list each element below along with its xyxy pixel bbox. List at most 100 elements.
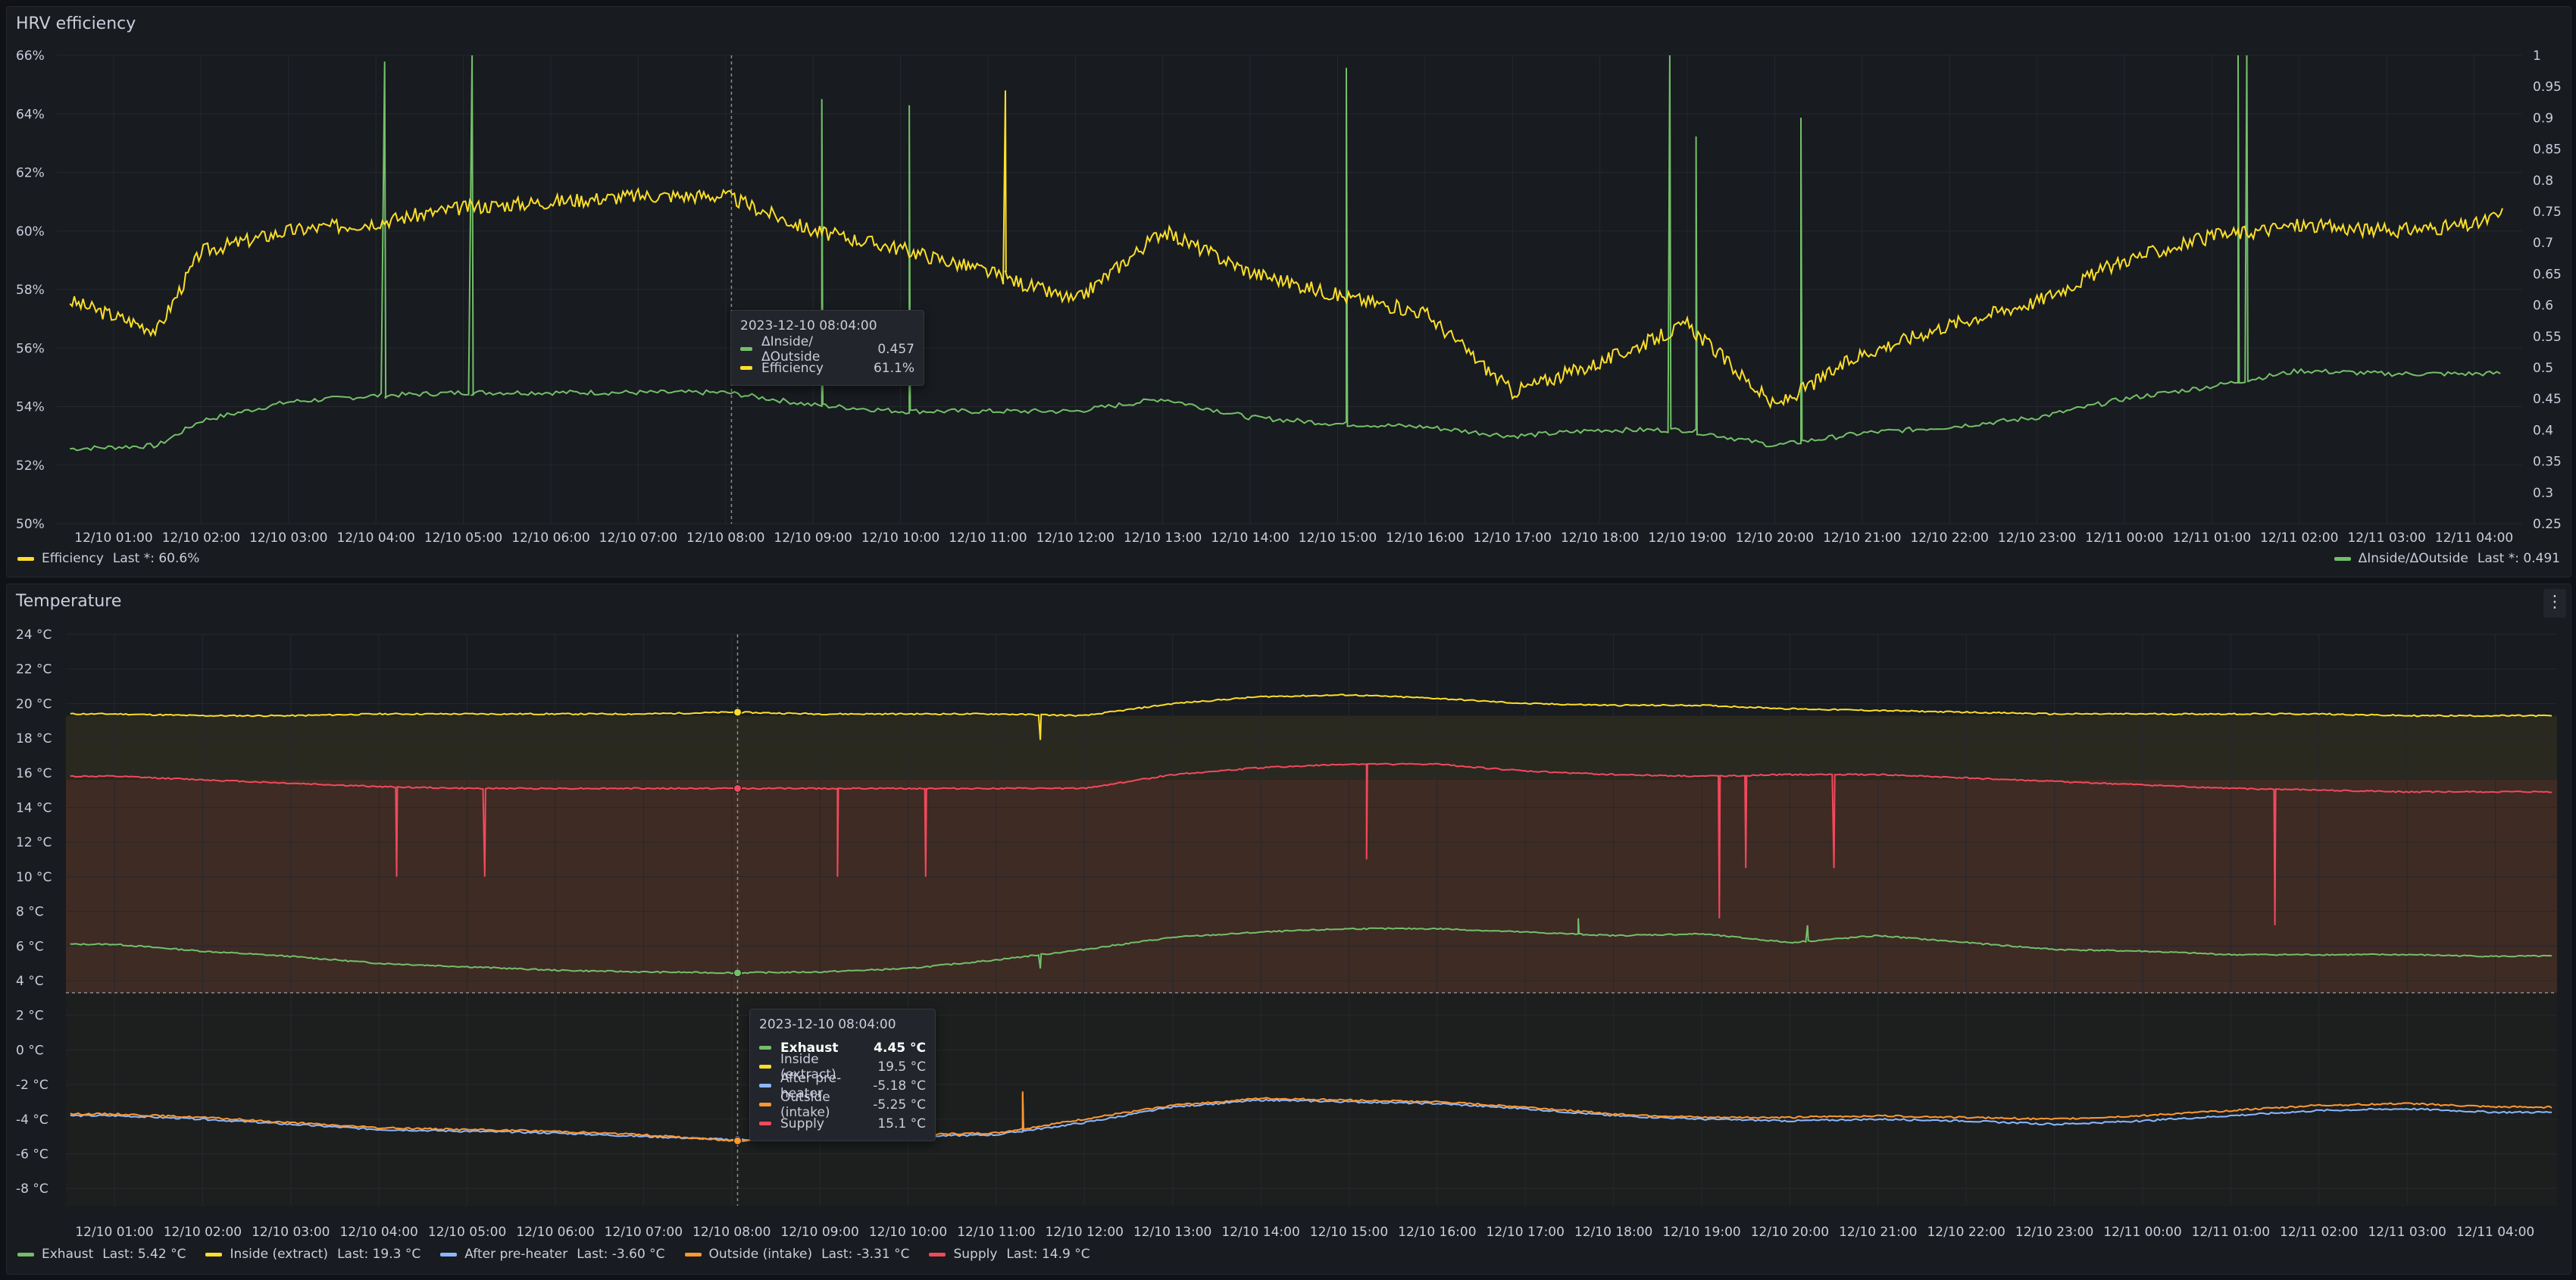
x-tick-label: 12/10 19:00 xyxy=(1662,1225,1740,1240)
x-tick-label: 12/10 13:00 xyxy=(1133,1225,1211,1240)
legend-last-value: Last *: 0.491 xyxy=(2477,551,2560,566)
x-tick-label: 12/10 18:00 xyxy=(1574,1225,1652,1240)
legend-swatch xyxy=(205,1252,223,1257)
tooltip-swatch xyxy=(759,1084,771,1088)
y2-tick-label: 0.5 xyxy=(2533,361,2553,376)
y-tick-label: 2 °C xyxy=(16,1009,44,1024)
legend-name: Inside (extract) xyxy=(230,1247,329,1262)
y2-tick-label: 0.45 xyxy=(2533,392,2562,407)
y2-tick-label: 0.85 xyxy=(2533,142,2562,158)
tooltip: 2023-12-10 08:04:00 Exhaust 4.45 °C Insi… xyxy=(749,1009,936,1141)
hover-point xyxy=(733,969,742,978)
series-line-preheater xyxy=(70,1093,2552,1141)
x-tick-label: 12/10 13:00 xyxy=(1124,530,1202,546)
tooltip-row: Supply 15.1 °C xyxy=(759,1114,926,1133)
x-tick-label: 12/10 06:00 xyxy=(516,1225,594,1240)
tooltip-series-name: After pre-heater xyxy=(780,1070,842,1101)
temperature-chart[interactable]: -8 °C -6 °C -4 °C -2 °C 0 °C 2 °C 4 °C 6 °C 8 °C… xyxy=(7,584,2571,1274)
legend-name: Efficiency xyxy=(42,551,104,566)
y-tick-label: 12 °C xyxy=(16,835,52,850)
y-tick-label: 4 °C xyxy=(16,974,44,989)
y-tick-label: -6 °C xyxy=(16,1147,48,1162)
x-tick-label: 12/10 21:00 xyxy=(1839,1225,1917,1240)
hover-point xyxy=(733,708,742,717)
x-tick-label: 12/10 15:00 xyxy=(1299,530,1377,546)
x-tick-label: 12/11 02:00 xyxy=(2260,530,2338,546)
hrv-efficiency-chart[interactable]: 50% 52% 54% 56% 58% 60% 62% 64% 66% 0.25 0.3 0.35 0.… xyxy=(7,7,2571,577)
tooltip-series-name: Inside (extract) xyxy=(780,1051,836,1082)
x-tick-label: 12/10 16:00 xyxy=(1386,530,1464,546)
tooltip: 2023-12-10 08:04:00 ΔInside/ΔOutside 0.4… xyxy=(730,310,924,386)
legend-item-outside[interactable]: Outside (intake) Last: -3.31 °C xyxy=(684,1247,909,1262)
hover-point xyxy=(733,784,742,793)
y2-tick-label: 1 xyxy=(2533,49,2541,64)
x-tick-label: 12/10 08:00 xyxy=(692,1225,771,1240)
x-tick-label: 12/11 03:00 xyxy=(2347,530,2425,546)
x-tick-label: 12/10 04:00 xyxy=(336,530,414,546)
x-tick-label: 12/11 04:00 xyxy=(2435,530,2513,546)
series-line-supply xyxy=(70,762,2553,925)
x-tick-label: 12/10 18:00 xyxy=(1561,530,1639,546)
legend-last-value: Last: -3.60 °C xyxy=(577,1247,665,1262)
x-tick-label: 12/10 11:00 xyxy=(957,1225,1035,1240)
y2-tick-label: 0.8 xyxy=(2533,174,2553,189)
tooltip-row: After pre-heater -5.18 °C xyxy=(759,1071,926,1101)
tooltip-row: Exhaust 4.45 °C xyxy=(759,1038,926,1057)
legend-item-inside[interactable]: Inside (extract) Last: 19.3 °C xyxy=(205,1247,420,1262)
threshold-band-upper xyxy=(66,715,2557,993)
legend-swatch xyxy=(2334,556,2351,561)
y-tick-label: 58% xyxy=(16,283,45,298)
hover-point xyxy=(733,1136,742,1145)
y-tick-label: 24 °C xyxy=(16,627,52,643)
legend-item-delta[interactable]: ΔInside/ΔOutside Last *: 0.491 xyxy=(2334,551,2560,566)
y-tick-label: 62% xyxy=(16,166,45,181)
y-tick-label: 54% xyxy=(16,400,45,415)
legend-left[interactable]: Efficiency Last *: 60.6% xyxy=(17,549,219,568)
x-tick-label: 12/10 03:00 xyxy=(249,530,327,546)
kebab-menu-icon[interactable]: ⋮ xyxy=(2543,589,2566,618)
y-tick-label: -8 °C xyxy=(16,1181,48,1197)
y-tick-label: 52% xyxy=(16,458,45,474)
temperature-legend[interactable]: Exhaust Last: 5.42 °C Inside (extract) L… xyxy=(17,1245,1110,1263)
hrv-efficiency-panel: HRV efficiency 50% 52% 54% 56% 58% 60% 62% 64% 6… xyxy=(6,6,2571,577)
y-tick-label: 18 °C xyxy=(16,731,52,746)
legend-name: Supply xyxy=(953,1247,998,1262)
legend-item-supply[interactable]: Supply Last: 14.9 °C xyxy=(929,1247,1090,1262)
y-tick-label: 64% xyxy=(16,107,45,122)
x-tick-label: 12/10 02:00 xyxy=(162,530,240,546)
legend-right[interactable]: ΔInside/ΔOutside Last *: 0.491 xyxy=(2334,549,2576,568)
legend-item-exhaust[interactable]: Exhaust Last: 5.42 °C xyxy=(17,1247,186,1262)
x-tick-label: 12/10 05:00 xyxy=(424,530,502,546)
panel-title: Temperature xyxy=(16,592,122,611)
series-line-delta xyxy=(70,55,2501,452)
x-tick-label: 12/10 19:00 xyxy=(1648,530,1726,546)
legend-last-value: Last: 5.42 °C xyxy=(102,1247,186,1262)
series-line-outside xyxy=(70,1091,2553,1142)
y2-tick-label: 0.4 xyxy=(2533,423,2553,438)
x-tick-label: 12/10 17:00 xyxy=(1474,530,1552,546)
tooltip-time: 2023-12-10 08:04:00 xyxy=(740,318,877,333)
legend-swatch xyxy=(17,1252,34,1257)
legend-swatch xyxy=(929,1252,946,1257)
panel-title: HRV efficiency xyxy=(16,14,136,33)
x-tick-label: 12/10 20:00 xyxy=(1736,530,1814,546)
tooltip-swatch xyxy=(740,347,752,351)
x-tick-label: 12/10 22:00 xyxy=(1910,530,1988,546)
x-tick-label: 12/10 16:00 xyxy=(1398,1225,1476,1240)
x-tick-label: 12/11 00:00 xyxy=(2085,530,2163,546)
legend-swatch xyxy=(684,1252,702,1257)
legend-last-value: Last: 19.3 °C xyxy=(337,1247,421,1262)
legend-item-efficiency[interactable]: Efficiency Last *: 60.6% xyxy=(17,551,199,566)
y-tick-label: 8 °C xyxy=(16,905,44,920)
x-tick-label: 12/10 23:00 xyxy=(2015,1225,2093,1240)
temperature-panel: Temperature ⋮ -8 °C -6 °C -4 °C -2 °C 0 °C 2 … xyxy=(6,584,2571,1275)
tooltip-series-value: 15.1 °C xyxy=(877,1116,926,1131)
tooltip-swatch xyxy=(759,1103,771,1106)
x-tick-label: 12/10 14:00 xyxy=(1211,530,1289,546)
y-tick-label: 10 °C xyxy=(16,870,52,885)
tooltip-time: 2023-12-10 08:04:00 xyxy=(759,1017,896,1032)
x-tick-label: 12/10 17:00 xyxy=(1487,1225,1565,1240)
x-tick-label: 12/10 22:00 xyxy=(1927,1225,2005,1240)
legend-item-preheater[interactable]: After pre-heater Last: -3.60 °C xyxy=(440,1247,665,1262)
y2-tick-label: 0.95 xyxy=(2533,80,2562,95)
